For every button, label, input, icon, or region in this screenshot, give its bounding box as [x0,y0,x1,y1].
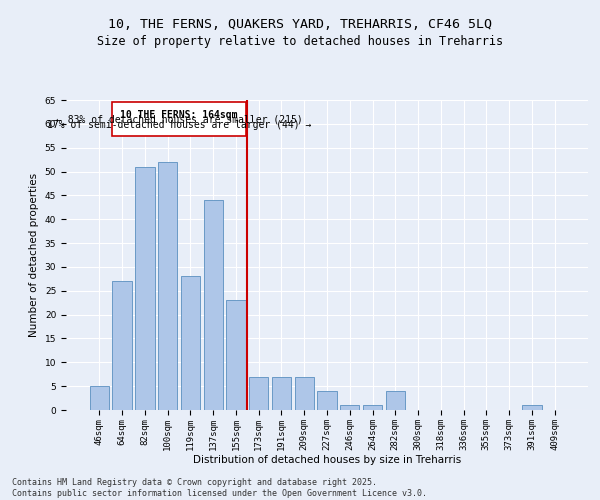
Bar [203,200,223,410]
FancyBboxPatch shape [112,102,246,136]
Text: 10, THE FERNS, QUAKERS YARD, TREHARRIS, CF46 5LQ: 10, THE FERNS, QUAKERS YARD, TREHARRIS, … [108,18,492,30]
Y-axis label: Number of detached properties: Number of detached properties [29,173,39,337]
Bar [295,376,314,410]
Text: 17% of semi-detached houses are larger (44) →: 17% of semi-detached houses are larger (… [47,120,311,130]
Text: Contains HM Land Registry data © Crown copyright and database right 2025.
Contai: Contains HM Land Registry data © Crown c… [12,478,427,498]
Bar [135,167,155,410]
Bar [249,376,268,410]
Text: 10 THE FERNS: 164sqm: 10 THE FERNS: 164sqm [121,110,238,120]
Bar [158,162,178,410]
Bar [90,386,109,410]
Bar [340,405,359,410]
Bar [226,300,245,410]
Text: ← 83% of detached houses are smaller (215): ← 83% of detached houses are smaller (21… [56,114,302,124]
Bar [317,391,337,410]
Bar [181,276,200,410]
Bar [363,405,382,410]
Text: Size of property relative to detached houses in Treharris: Size of property relative to detached ho… [97,35,503,48]
Bar [272,376,291,410]
X-axis label: Distribution of detached houses by size in Treharris: Distribution of detached houses by size … [193,456,461,466]
Bar [522,405,542,410]
Bar [112,281,132,410]
Bar [386,391,405,410]
